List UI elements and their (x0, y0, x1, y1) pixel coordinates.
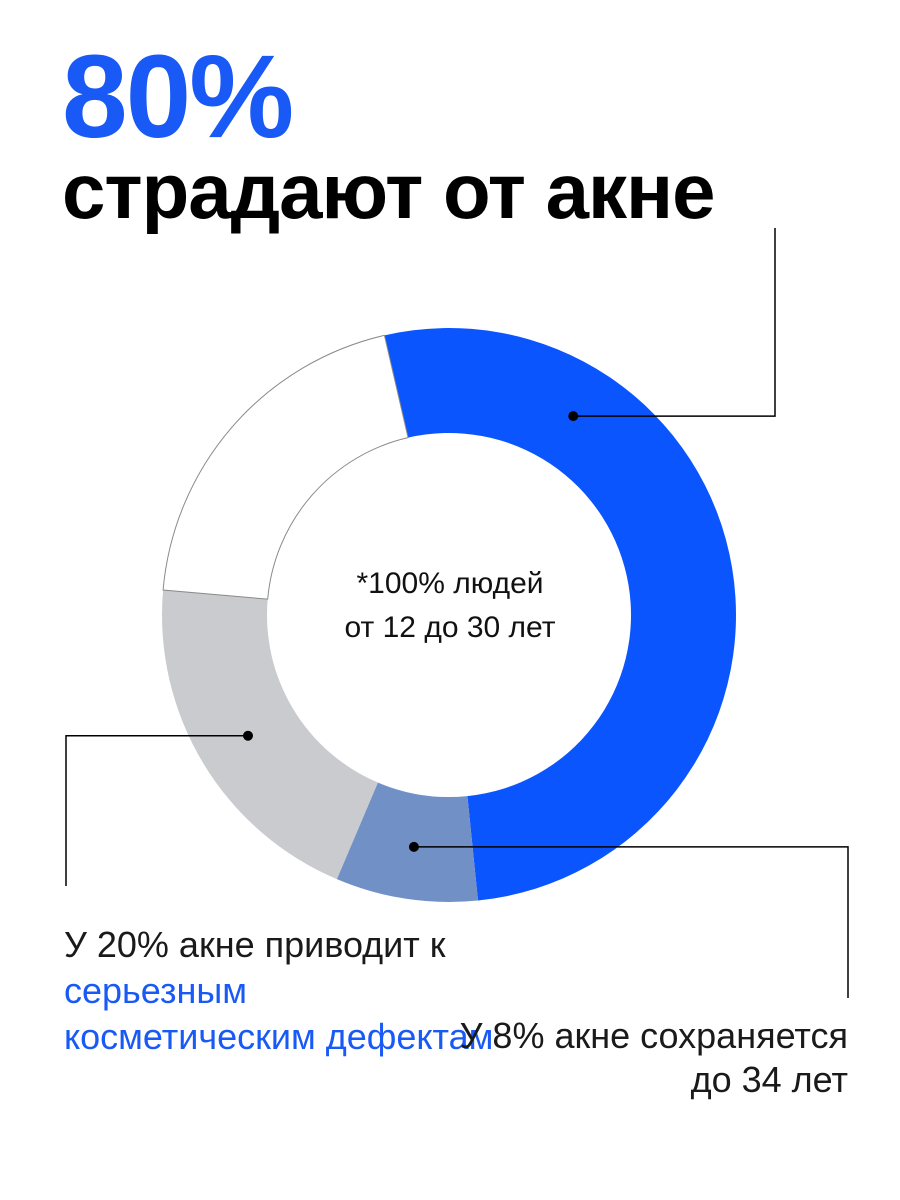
slice-persists (336, 782, 479, 902)
center-line-2: от 12 до 30 лет (344, 611, 556, 644)
center-line-1: *100% людей (356, 567, 544, 600)
leader-dot-defects (242, 730, 253, 741)
note-persists-to-34: У 8% акне сохраняется до 34 лет (459, 1015, 848, 1100)
slice-rest (162, 334, 409, 600)
headline-text: страдают от акне (62, 147, 716, 235)
note-left-highlight: серьезным косметическим дефектам (64, 970, 494, 1057)
leader-line-defects (65, 735, 248, 886)
headline-percent: 80% (62, 31, 294, 163)
slice-defects (162, 589, 378, 880)
note-severe-defects: У 20% акне приводит к серьезным косметич… (64, 922, 504, 1060)
slice-acne (384, 328, 736, 901)
leader-dot-acne (568, 411, 579, 422)
leader-dot-persists (408, 841, 419, 852)
note-left-prefix: У 20% акне приводит к (64, 924, 446, 965)
chart-center-label: *100% людей от 12 до 30 лет (290, 562, 610, 650)
leader-line-acne (573, 228, 776, 417)
leader-line-persists (413, 846, 849, 998)
